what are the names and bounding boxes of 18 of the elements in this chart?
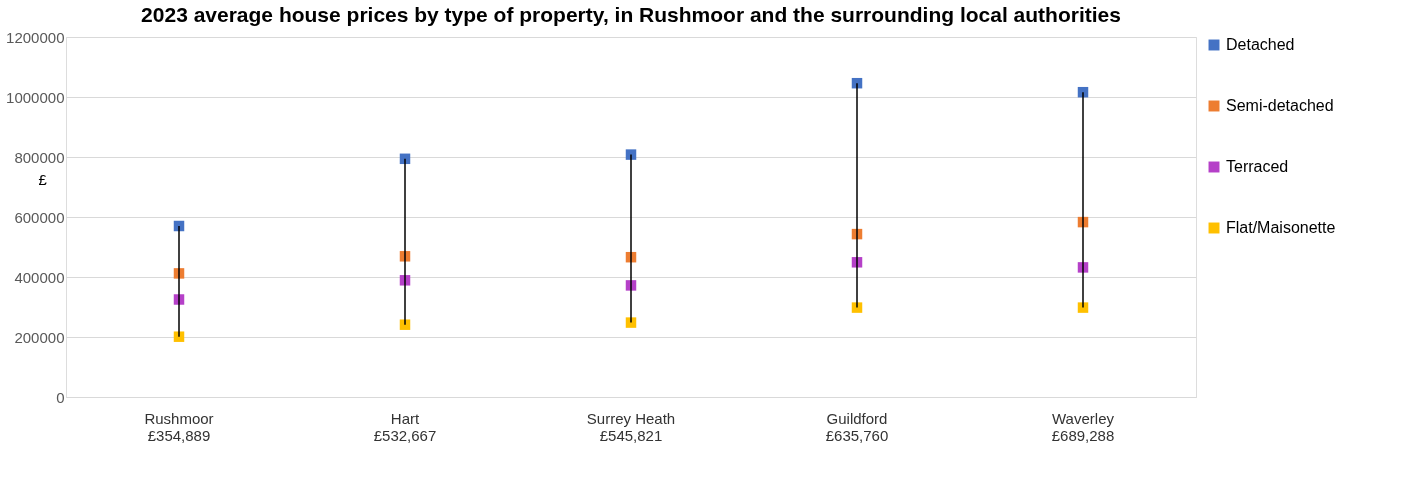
y-tick-label: 200000 [14, 328, 65, 346]
legend-label: Semi-detached [1226, 97, 1334, 114]
legend-label: Flat/Maisonette [1226, 219, 1336, 236]
x-tick-label: Guildford £635,760 [825, 409, 889, 444]
y-tick-label: 0 [56, 388, 65, 406]
y-tick-label: 600000 [14, 208, 65, 226]
chart-title: 2023 average house prices by type of property, in Rushmoor and the surrounding local authorities [141, 3, 1121, 26]
y-tick-label: 400000 [14, 268, 65, 286]
y-tick-label: 800000 [14, 148, 65, 166]
y-tick-label: 1000000 [6, 88, 65, 106]
x-tick-label: Rushmoor £354,889 [144, 409, 214, 444]
x-tick-label: Waverley £689,288 [1051, 409, 1115, 444]
legend-label: Terraced [1226, 158, 1289, 175]
x-tick-label: Hart £532,667 [373, 409, 437, 444]
y-tick-label: 1200000 [6, 28, 65, 46]
legend-label: Detached [1226, 36, 1295, 53]
y-axis-title: £ [38, 170, 48, 188]
x-tick-label: Surrey Heath £545,821 [586, 409, 676, 444]
